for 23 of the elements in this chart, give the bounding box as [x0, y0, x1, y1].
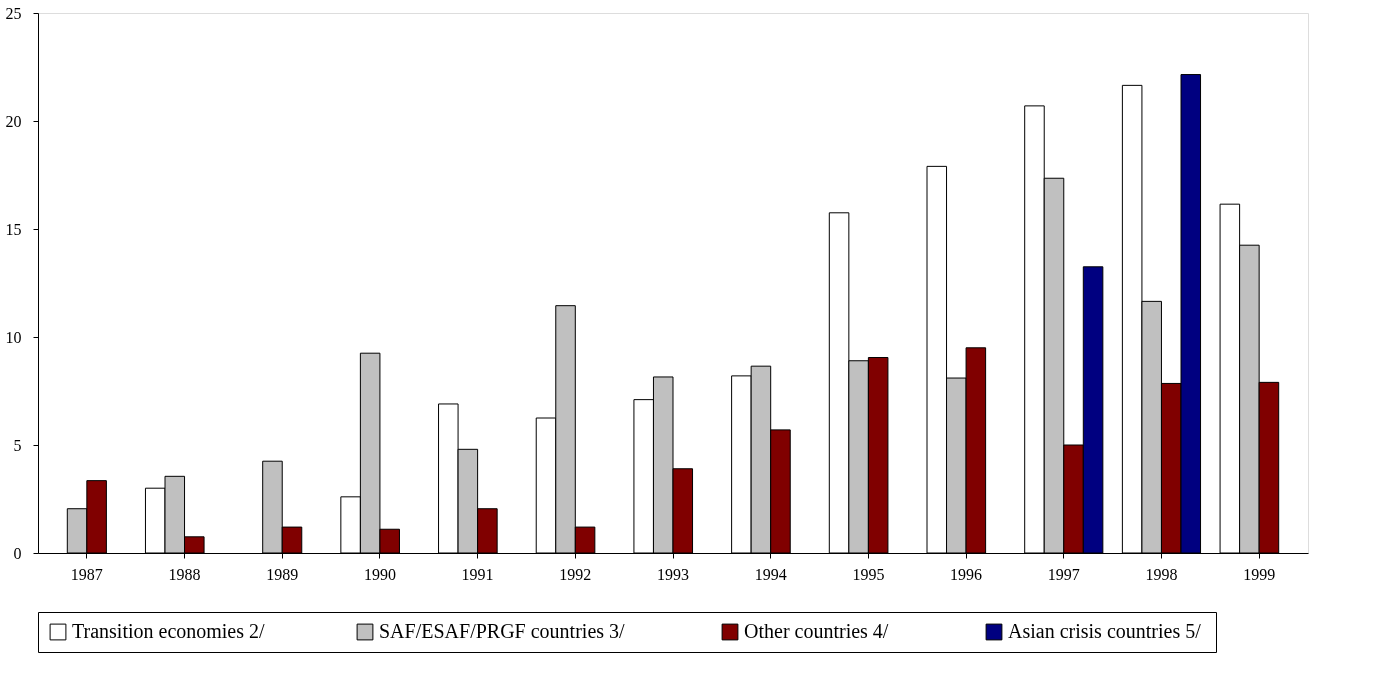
x-tick-label: 1994 — [754, 565, 787, 583]
x-tick-label: 1999 — [1243, 565, 1276, 583]
x-tick-label: 1992 — [559, 565, 592, 583]
x-tick-label: 1988 — [168, 565, 201, 583]
y-tick-label: 20 — [5, 112, 22, 130]
x-tick-label: 1998 — [1145, 565, 1178, 583]
x-tick-label: 1996 — [950, 565, 983, 583]
x-tick-label: 1989 — [266, 565, 299, 583]
legend-label: Other countries 4/ — [744, 620, 889, 642]
legend-label: Asian crisis countries 5/ — [1008, 620, 1202, 642]
x-tick-label: 1995 — [852, 565, 885, 583]
y-tick-label: 10 — [5, 328, 22, 346]
x-tick-label: 1991 — [461, 565, 494, 583]
y-tick-label: 0 — [13, 544, 22, 562]
y-tick-label: 15 — [5, 220, 22, 238]
legend-label: SAF/ESAF/PRGF countries 3/ — [379, 620, 626, 642]
y-tick-label: 25 — [5, 4, 22, 22]
x-tick-label: 1987 — [70, 565, 103, 583]
y-tick-label: 5 — [13, 436, 22, 454]
legend-label: Transition economies 2/ — [72, 620, 266, 642]
x-tick-label: 1993 — [657, 565, 689, 583]
x-tick-label: 1997 — [1047, 565, 1080, 583]
x-tick-label: 1990 — [363, 565, 396, 583]
